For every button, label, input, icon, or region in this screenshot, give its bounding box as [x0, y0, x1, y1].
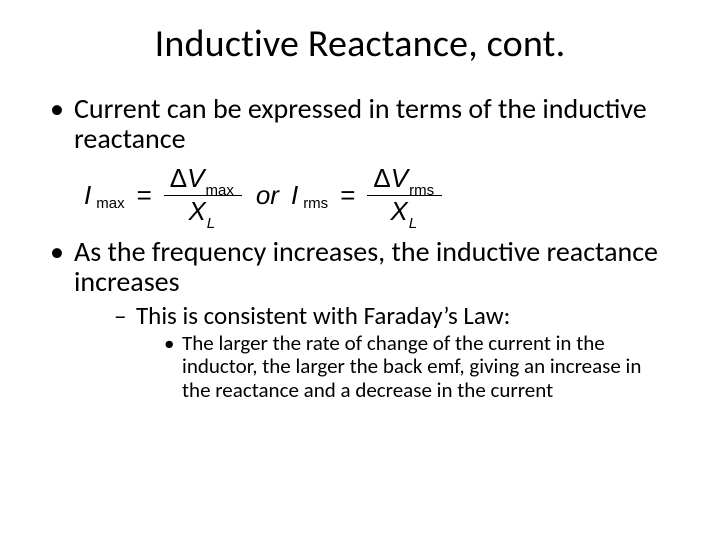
bullet-list-lvl3: The larger the rate of change of the cur… [164, 332, 672, 404]
eq-equals-2: = [334, 180, 361, 211]
sub-2-text: The larger the rate of change of the cur… [182, 330, 641, 404]
eq-V-1: V [187, 163, 204, 193]
eq-equals-1: = [131, 180, 158, 211]
eq-sub-rms-1: rms [303, 195, 328, 212]
bullet-item-1: Current can be expressed in terms of the… [48, 94, 672, 154]
sub-item-2: The larger the rate of change of the cur… [164, 332, 672, 404]
eq-frac-2: ΔVrms XL [367, 164, 442, 227]
sub-item-1: This is consistent with Faraday’s Law: T… [114, 302, 672, 404]
eq-sub-L-2: L [409, 215, 417, 232]
eq-frac2-den: XL [384, 197, 425, 227]
eq-X-2: X [390, 196, 407, 226]
eq-frac2-num: ΔVrms [367, 164, 442, 194]
bullet-1-text: Current can be expressed in terms of the… [74, 91, 647, 156]
eq-X-1: X [188, 196, 205, 226]
eq-sub-max-2: max [205, 182, 233, 199]
eq-sub-max-1: max [96, 195, 124, 212]
equation: Imax = ΔVmax XL or Irms = ΔVrms XL [84, 164, 444, 227]
sub-1-text: This is consistent with Faraday’s Law: [136, 300, 510, 331]
bullet-item-2: As the frequency increases, the inductiv… [48, 237, 672, 403]
eq-I-1: I [84, 180, 91, 211]
eq-frac1-num: ΔVmax [164, 164, 242, 194]
eq-sub-L-1: L [207, 215, 215, 232]
eq-I-2: I [291, 180, 298, 211]
eq-sub-rms-2: rms [409, 182, 434, 199]
eq-frac1-den: XL [182, 197, 223, 227]
slide: Inductive Reactance, cont. Current can b… [0, 0, 720, 540]
bullet-list-lvl2: This is consistent with Faraday’s Law: T… [114, 302, 672, 404]
eq-V-2: V [391, 163, 408, 193]
eq-delta-1: Δ [170, 163, 187, 193]
bullet-list-lvl1: Current can be expressed in terms of the… [48, 94, 672, 154]
eq-frac-1: ΔVmax XL [164, 164, 242, 227]
eq-or: or [248, 180, 287, 211]
equation-block: Imax = ΔVmax XL or Irms = ΔVrms XL [84, 164, 672, 227]
eq-delta-2: Δ [373, 163, 390, 193]
bullet-list-lvl1-b: As the frequency increases, the inductiv… [48, 237, 672, 403]
slide-title: Inductive Reactance, cont. [48, 24, 672, 66]
bullet-2-text: As the frequency increases, the inductiv… [74, 234, 658, 299]
